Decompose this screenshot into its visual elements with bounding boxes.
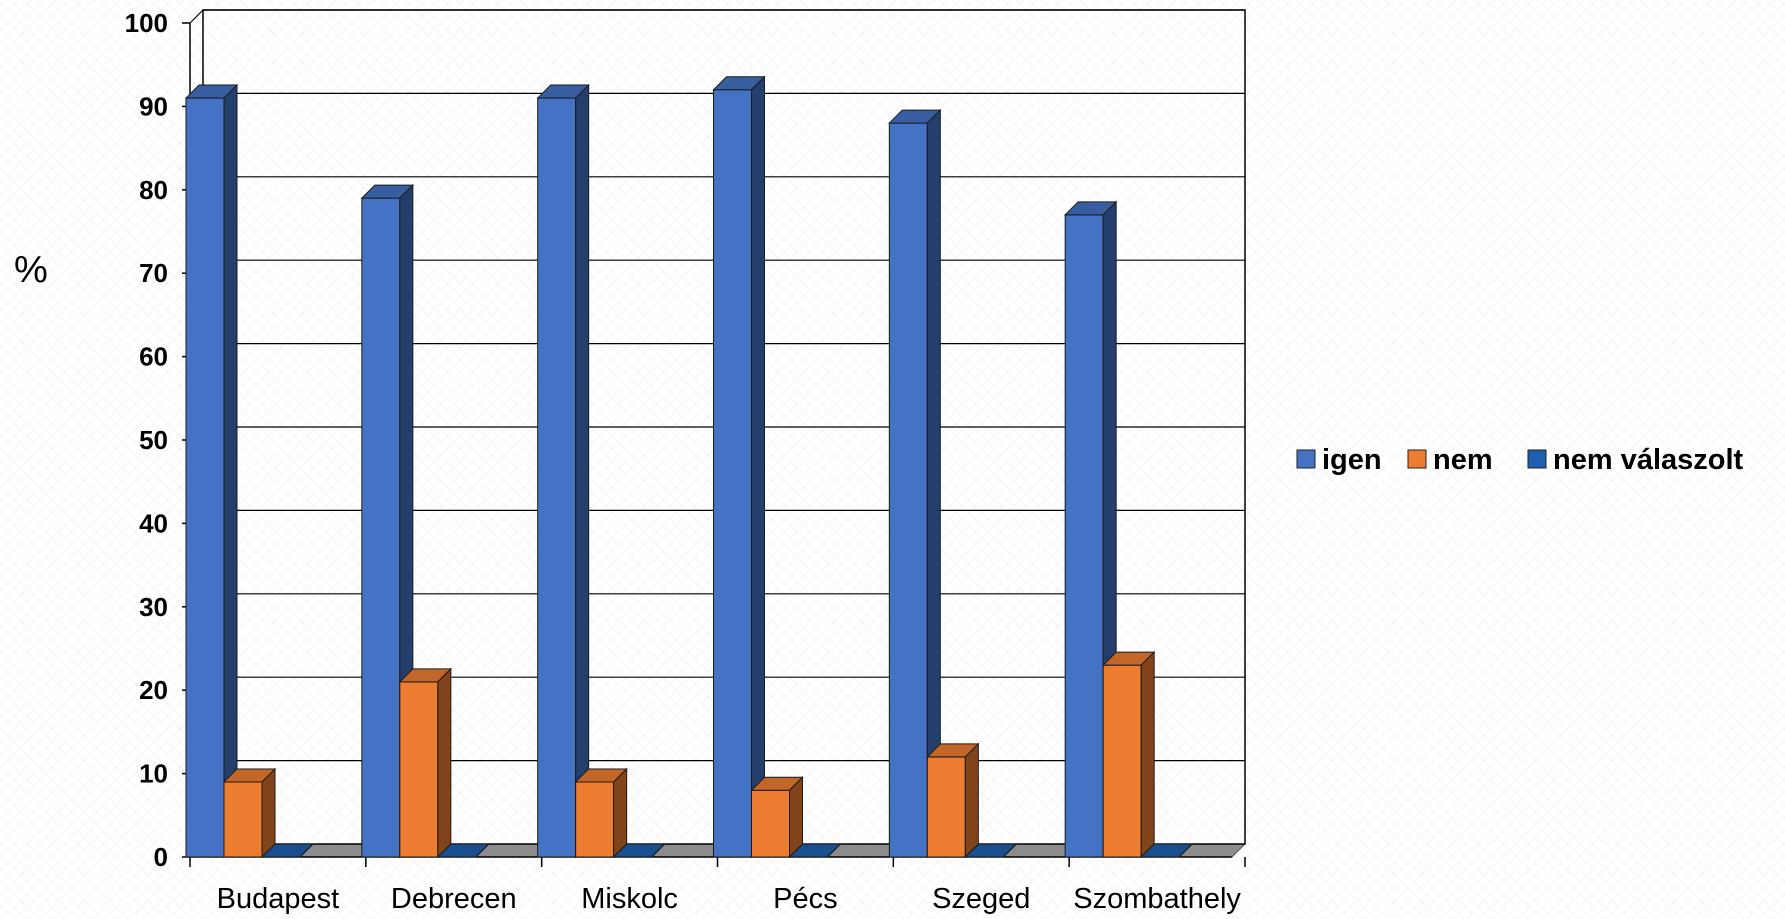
- y-tick-label: 80: [139, 175, 168, 205]
- bar-front: [1064, 214, 1104, 858]
- bars: [184, 75, 1194, 859]
- y-tick-label: 100: [125, 8, 168, 38]
- bar-nem-Szeged: [926, 742, 980, 859]
- bar-front: [751, 789, 790, 858]
- y-tick-label: 60: [139, 342, 168, 372]
- bar-front: [1102, 664, 1142, 858]
- bar-nem-válaszolt-Szeged: [964, 843, 1018, 858]
- bar-igen-Budapest: [184, 83, 239, 859]
- bar-front: [223, 781, 263, 858]
- bar-side: [926, 108, 941, 859]
- bar-side: [1140, 650, 1155, 859]
- bar-nem-Pécs: [750, 776, 804, 859]
- bar-side: [1178, 843, 1193, 858]
- bar-front: [888, 122, 928, 858]
- bar-side: [1002, 843, 1017, 858]
- y-tick-label: 10: [139, 759, 168, 789]
- x-tick-label: Budapest: [217, 883, 340, 915]
- y-tick-label: 70: [139, 258, 168, 288]
- x-tick-label: Pécs: [773, 883, 837, 915]
- legend-swatch: [1296, 449, 1316, 469]
- legend-item-nem: nem: [1407, 444, 1493, 476]
- bar-nem-válaszolt-Pécs: [788, 843, 842, 858]
- bar-side: [651, 843, 666, 858]
- bar-side: [475, 843, 490, 858]
- bar-side: [437, 667, 452, 859]
- bar-front: [185, 97, 225, 858]
- bar-nem-Budapest: [222, 767, 277, 859]
- bar-side: [575, 83, 590, 859]
- bar-side: [827, 843, 841, 858]
- bar-nem-válaszolt-Miskolc: [612, 843, 666, 858]
- legend-label: igen: [1322, 444, 1382, 476]
- bar-nem-Szombathely: [1101, 650, 1156, 859]
- bar-nem-válaszolt-Debrecen: [436, 843, 491, 858]
- bar-front: [575, 781, 615, 858]
- y-tick-label: 40: [139, 508, 168, 538]
- x-tick-label: Debrecen: [391, 883, 517, 915]
- bar-front: [361, 197, 401, 858]
- bar-front: [926, 756, 966, 858]
- legend-swatch: [1407, 449, 1427, 469]
- bar-side: [751, 75, 765, 859]
- bar-side: [789, 776, 803, 859]
- y-tick-label: 30: [139, 592, 168, 622]
- bar-igen-Miskolc: [536, 83, 590, 859]
- bar-nem-Miskolc: [574, 767, 628, 859]
- bar-side: [613, 767, 628, 859]
- x-tick-labels: Budapest Debrecen Miskolc Pécs Szeged Szombat…: [217, 883, 1242, 915]
- bar-side: [299, 843, 314, 858]
- legend-item-nem-válaszolt: nem válaszolt: [1527, 444, 1744, 476]
- bar-nem-válaszolt-Budapest: [260, 843, 315, 858]
- legend: igen nem nem válaszolt: [1296, 444, 1744, 476]
- bar-front: [399, 681, 439, 858]
- legend-item-igen: igen: [1296, 444, 1382, 476]
- bar-side: [261, 767, 276, 859]
- y-tick-label: 50: [139, 425, 168, 455]
- bar-nem-válaszolt-Szombathely: [1139, 843, 1194, 858]
- bar-side: [223, 83, 238, 859]
- bar-nem-Debrecen: [398, 667, 453, 859]
- legend-label: nem: [1433, 444, 1493, 476]
- y-axis-label: %: [14, 249, 48, 291]
- bar-igen-Pécs: [712, 75, 766, 859]
- y-tick-labels: 0 10 20 30 40 50 60 70 80 90 100: [125, 8, 168, 872]
- x-tick-label: Miskolc: [581, 883, 678, 915]
- bar-igen-Szeged: [888, 108, 942, 859]
- legend-swatch: [1527, 449, 1547, 469]
- x-tick-label: Szeged: [932, 883, 1030, 915]
- y-tick-label: 90: [139, 91, 168, 121]
- y-tick-label: 20: [139, 675, 168, 705]
- bar-front: [537, 97, 577, 858]
- bar-front: [713, 89, 752, 858]
- x-tick-label: Szombathely: [1073, 883, 1241, 915]
- bar-side: [964, 742, 979, 859]
- y-tick-label: 0: [154, 842, 168, 872]
- legend-label: nem válaszolt: [1553, 444, 1744, 476]
- gridline-side: [189, 9, 204, 24]
